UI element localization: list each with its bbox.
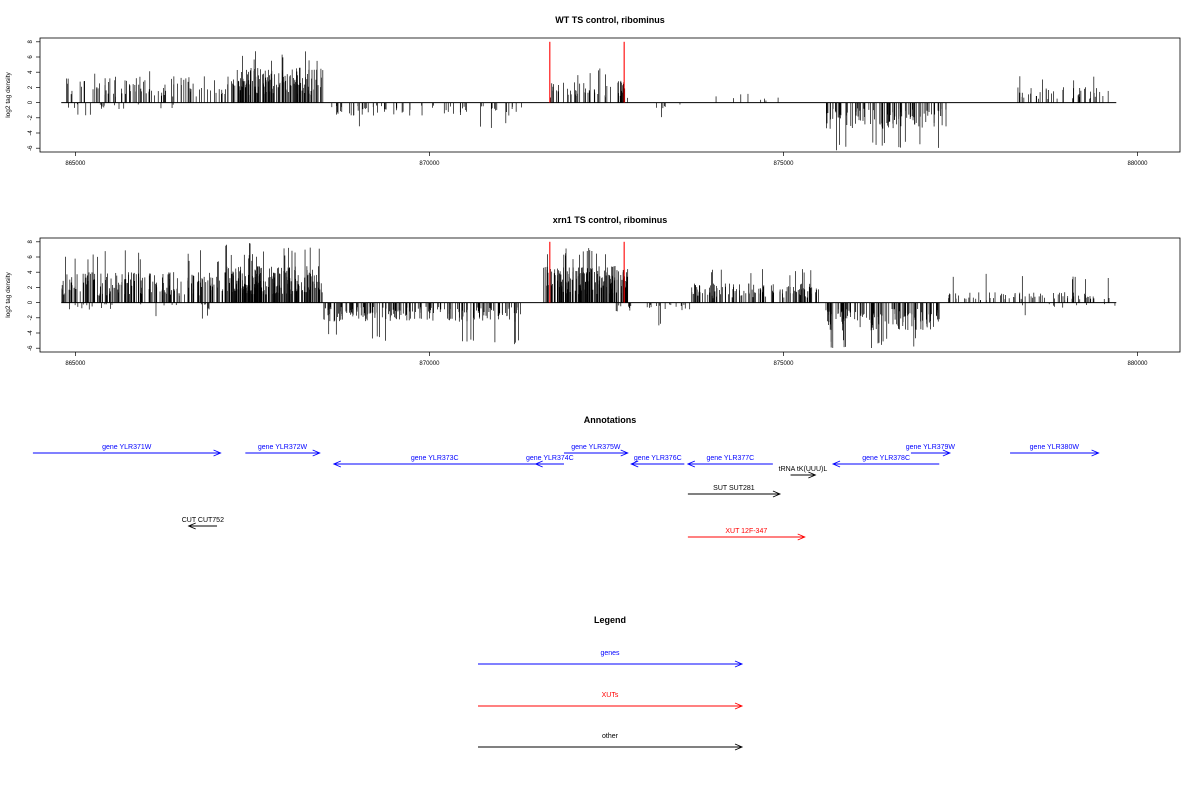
- xrn1-x-tick-label: 865000: [65, 361, 86, 367]
- wt-y-tick-label: 0: [28, 100, 34, 104]
- legend-entry: XUTs: [478, 692, 744, 710]
- annotation-label: gene YLR376C: [634, 455, 682, 462]
- xrn1-y-tick-label: -6: [28, 345, 34, 351]
- xrn1-x-tick-label: 880000: [1127, 361, 1148, 367]
- legend-title: Legend: [594, 615, 626, 625]
- wt-coverage-bars: [66, 51, 1109, 151]
- legend-entry: other: [478, 733, 744, 751]
- xrn1-coverage-bars: [61, 243, 1116, 348]
- xrn1-panel-title: xrn1 TS control, ribominus: [553, 215, 668, 225]
- xrn1-y-axis-label: log2 tag density: [5, 271, 12, 317]
- legend-entry: genes: [478, 650, 744, 668]
- annotation-label: gene YLR377C: [706, 455, 754, 462]
- annotation-arrowhead: [942, 449, 952, 457]
- annotation-label: CUT CUT752: [182, 517, 224, 524]
- annotation-label: SUT SUT281: [713, 485, 755, 492]
- legend-arrowhead: [734, 743, 744, 751]
- annotation-arrowhead: [797, 533, 806, 541]
- wt-plot-frame: [39, 37, 1181, 153]
- annotation-feature: gene YLR378C: [831, 455, 940, 468]
- wt-y-tick-label: 4: [28, 70, 34, 74]
- xrn1-y-tick-label: 4: [28, 270, 34, 274]
- wt-y-tick-label: 6: [28, 55, 34, 59]
- legend-label: other: [602, 733, 619, 740]
- xrn1-x-tick-label: 875000: [773, 361, 794, 367]
- annotation-label: gene YLR374C: [526, 455, 574, 462]
- annotation-feature: gene YLR373C: [332, 455, 536, 468]
- wt-y-tick-label: 2: [28, 85, 34, 89]
- wt-y-tick-label: -4: [28, 130, 34, 136]
- annotation-arrowhead: [332, 460, 342, 468]
- wt-y-axis-label: log2 tag density: [5, 71, 12, 117]
- annotation-feature: CUT CUT752: [182, 517, 224, 530]
- annotation-label: gene YLR372W: [258, 444, 308, 451]
- legend-label: XUTs: [602, 692, 619, 699]
- xrn1-y-tick-label: -2: [28, 314, 34, 320]
- legend-arrowhead: [734, 702, 744, 710]
- annotation-feature: gene YLR375W: [563, 444, 629, 457]
- annotation-arrowhead: [1091, 449, 1100, 457]
- wt-coverage-panel: WT TS control, ribominus log2 tag densit…: [5, 15, 1181, 167]
- wt-x-tick-label: 865000: [65, 161, 86, 167]
- legend: Legend genes XUTs other: [478, 615, 744, 751]
- wt-x-tick-label: 875000: [773, 161, 794, 167]
- annotation-feature: SUT SUT281: [687, 485, 782, 498]
- annotation-feature: gene YLR379W: [906, 444, 956, 457]
- annotation-arrowhead: [831, 460, 841, 468]
- annotation-arrowhead: [630, 460, 639, 468]
- annotation-label: gene YLR378C: [862, 455, 910, 462]
- annotation-feature: gene YLR376C: [630, 455, 685, 468]
- annotation-feature: gene YLR372W: [245, 444, 321, 457]
- annotation-label: tRNA tK(UUU)L: [779, 466, 828, 473]
- annotation-label: XUT 12F-347: [725, 528, 767, 535]
- annotation-label: gene YLR371W: [102, 444, 152, 451]
- annotation-arrowhead: [686, 460, 696, 468]
- legend-label: genes: [600, 650, 620, 657]
- xrn1-y-tick-label: 6: [28, 255, 34, 259]
- wt-y-tick-label: -6: [28, 145, 34, 151]
- annotation-label: gene YLR375W: [571, 444, 621, 451]
- xrn1-y-tick-label: 8: [28, 239, 34, 243]
- annotations-track: Annotations gene YLR371W gene YLR372W gene…: [32, 415, 1100, 541]
- annotation-label: gene YLR373C: [411, 455, 459, 462]
- annotation-feature: gene YLR374C: [526, 455, 574, 468]
- annotation-feature: gene YLR377C: [686, 455, 773, 468]
- xrn1-y-tick-label: -4: [28, 330, 34, 336]
- wt-y-tick-label: -2: [28, 114, 34, 120]
- xrn1-x-tick-label: 870000: [419, 361, 440, 367]
- xrn1-y-tick-label: 2: [28, 285, 34, 289]
- annotation-feature: gene YLR380W: [1010, 444, 1100, 457]
- annotation-feature: XUT 12F-347: [687, 528, 806, 541]
- wt-x-tick-label: 870000: [419, 161, 440, 167]
- annotation-arrowhead: [620, 449, 629, 457]
- xrn1-y-tick-label: 0: [28, 300, 34, 304]
- annotation-arrowhead: [772, 490, 782, 498]
- annotation-arrowhead: [187, 522, 196, 530]
- annotation-label: gene YLR380W: [1030, 444, 1080, 451]
- annotation-feature: gene YLR371W: [32, 444, 222, 457]
- xrn1-plot-frame: [39, 237, 1181, 353]
- annotation-arrowhead: [312, 449, 321, 457]
- annotation-arrowhead: [534, 460, 543, 468]
- xrn1-coverage-panel: xrn1 TS control, ribominus log2 tag dens…: [5, 215, 1181, 367]
- annotation-arrowhead: [808, 471, 817, 479]
- annotations-title: Annotations: [584, 415, 637, 425]
- annotation-arrowhead: [213, 449, 222, 457]
- wt-panel-title: WT TS control, ribominus: [555, 15, 665, 25]
- annotation-label: gene YLR379W: [906, 444, 956, 451]
- wt-x-tick-label: 880000: [1127, 161, 1148, 167]
- wt-y-tick-label: 8: [28, 39, 34, 43]
- annotation-feature: tRNA tK(UUU)L: [779, 466, 828, 479]
- legend-arrowhead: [734, 660, 744, 668]
